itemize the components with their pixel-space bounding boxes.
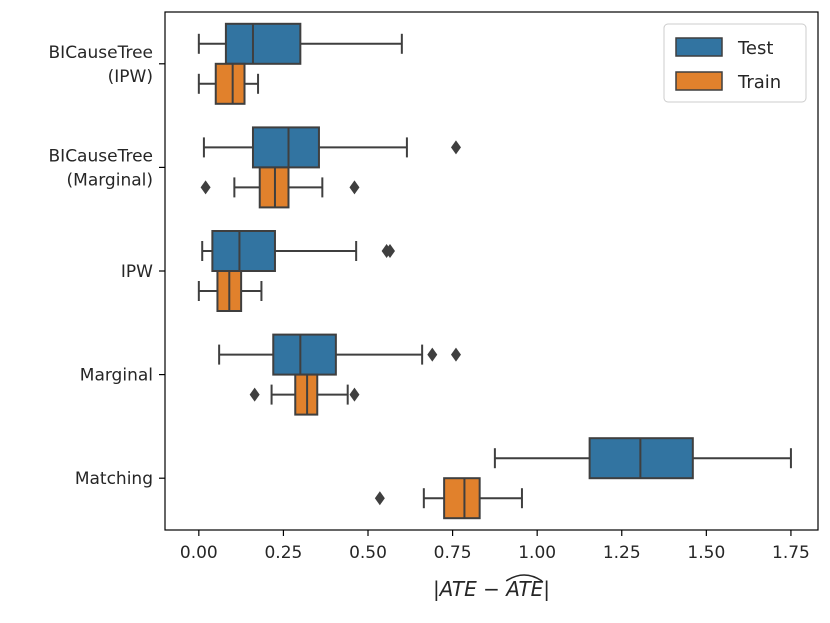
x-axis-label-text: |ATE − ATE| xyxy=(433,577,550,601)
box-train-3 xyxy=(249,373,360,416)
box-iqr xyxy=(251,126,320,169)
box-train-0 xyxy=(197,62,260,105)
box-iqr xyxy=(224,22,302,65)
box-test-2 xyxy=(201,230,395,272)
box-test-1 xyxy=(202,126,461,169)
y-category-label: BICauseTree xyxy=(49,146,153,166)
box-iqr xyxy=(214,62,246,105)
box-train-4 xyxy=(374,477,523,520)
legend-label-test: Test xyxy=(737,38,773,59)
hat-accent xyxy=(505,574,543,582)
outlier-point xyxy=(384,244,395,258)
outlier-point xyxy=(450,347,461,362)
plot-area xyxy=(197,22,792,520)
box-test-4 xyxy=(493,437,792,480)
x-tick-label: 1.50 xyxy=(687,543,725,563)
box-train-1 xyxy=(200,166,360,209)
y-category-label: Matching xyxy=(75,469,153,489)
box-iqr xyxy=(272,333,337,376)
outlier-point xyxy=(249,387,260,402)
x-tick-label: 0.75 xyxy=(434,543,472,563)
box-test-3 xyxy=(218,333,461,376)
legend-swatch-train xyxy=(675,71,723,91)
y-category-label: Marginal xyxy=(80,366,153,386)
y-category-label: IPW xyxy=(121,262,153,282)
box-iqr xyxy=(211,230,276,272)
x-tick-label: 0.25 xyxy=(264,543,302,563)
x-tick-label: 0.50 xyxy=(349,543,387,563)
axes: 0.00 0.25 0.50 0.75 1.00 1.25 1.50 1.75 BICauseT… xyxy=(49,11,819,563)
x-tick-label: 0.00 xyxy=(180,543,218,563)
x-axis-label: |ATE − ATE| xyxy=(433,574,550,601)
outlier-point xyxy=(349,387,360,402)
x-tick-label: 1.75 xyxy=(772,543,810,563)
box-train-2 xyxy=(197,270,263,312)
box-test-0 xyxy=(197,22,403,65)
outlier-point xyxy=(374,491,385,506)
x-tick-label: 1.25 xyxy=(603,543,641,563)
y-category-label: (IPW) xyxy=(108,67,153,87)
y-category-label: (Marginal) xyxy=(67,170,153,190)
y-category-label: BICauseTree xyxy=(49,43,153,63)
x-tick-label: 1.00 xyxy=(518,543,556,563)
outlier-point xyxy=(450,140,461,155)
legend-label-train: Train xyxy=(737,72,781,93)
legend-swatch-test xyxy=(675,37,723,57)
outlier-point xyxy=(427,347,438,362)
outlier-point xyxy=(349,180,360,195)
legend: Test Train xyxy=(663,23,807,103)
outlier-point xyxy=(200,180,211,195)
box-iqr xyxy=(443,477,481,520)
